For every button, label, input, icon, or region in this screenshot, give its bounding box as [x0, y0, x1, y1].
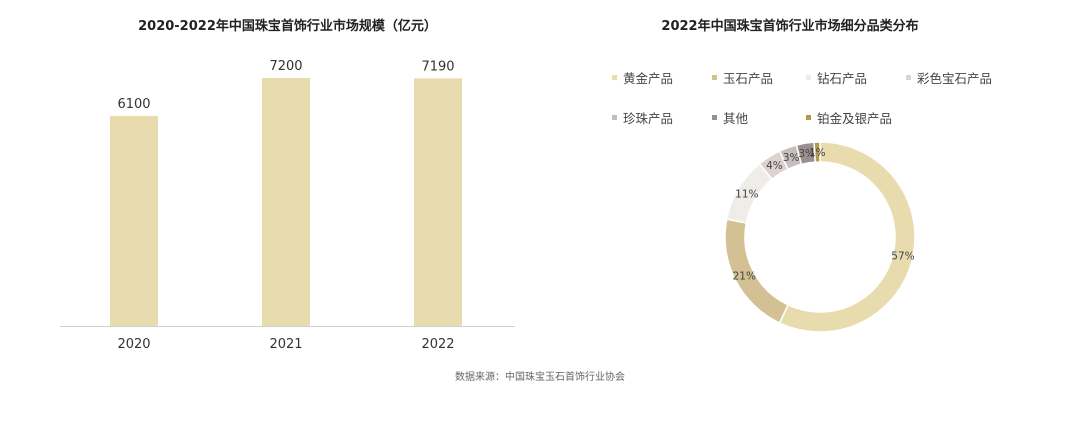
- legend-swatch: [712, 75, 717, 80]
- legend-label: 玉石产品: [723, 71, 774, 86]
- legend-item: 钻石产品: [806, 68, 867, 87]
- legend-item: 其他: [712, 108, 748, 127]
- legend-label: 铂金及银产品: [817, 111, 893, 126]
- slice-value-label: 21%: [733, 271, 756, 283]
- legend-label: 珍珠产品: [623, 111, 674, 126]
- bar-value-label: 7200: [269, 59, 302, 74]
- donut-slice: [778, 141, 916, 333]
- slice-value-label: 1%: [809, 147, 826, 159]
- x-tick-label: 2022: [421, 337, 454, 352]
- legend-swatch: [906, 75, 911, 80]
- legend-item: 珍珠产品: [612, 108, 673, 127]
- legend-label: 黄金产品: [623, 71, 674, 86]
- legend-item: 黄金产品: [612, 68, 673, 87]
- data-source: 数据来源：中国珠宝玉石首饰行业协会: [455, 372, 625, 383]
- slice-value-label: 3%: [783, 152, 800, 164]
- pie-chart-title: 2022年中国珠宝首饰行业市场细分品类分布: [661, 19, 919, 34]
- bar-2022: [414, 78, 462, 326]
- slice-value-label: 57%: [891, 251, 914, 263]
- donut-slice: [813, 141, 821, 163]
- legend-swatch: [806, 115, 811, 120]
- slice-value-label: 11%: [735, 189, 758, 201]
- x-tick-label: 2021: [269, 337, 302, 352]
- legend-swatch: [806, 75, 811, 80]
- bar-chart: 6100 2020 7200 2021 7190 2022: [60, 59, 515, 352]
- legend-swatch: [712, 115, 717, 120]
- bar-2021: [262, 78, 310, 326]
- legend-label: 钻石产品: [817, 71, 868, 86]
- legend-item: 铂金及银产品: [806, 108, 892, 127]
- legend-swatch: [612, 115, 617, 120]
- bar-value-label: 6100: [117, 97, 150, 112]
- legend-item: 彩色宝石产品: [906, 68, 992, 87]
- bar-2020: [110, 115, 158, 326]
- legend-item: 玉石产品: [712, 68, 773, 87]
- legend-label: 彩色宝石产品: [917, 71, 993, 86]
- bar-chart-title: 2020-2022年中国珠宝首饰行业市场规模（亿元）: [138, 19, 437, 34]
- legend-label: 其他: [723, 111, 749, 126]
- bar-value-label: 7190: [421, 59, 454, 74]
- slice-value-label: 3%: [798, 148, 815, 160]
- slice-value-label: 4%: [766, 160, 783, 172]
- legend-swatch: [612, 75, 617, 80]
- x-tick-label: 2020: [117, 337, 150, 352]
